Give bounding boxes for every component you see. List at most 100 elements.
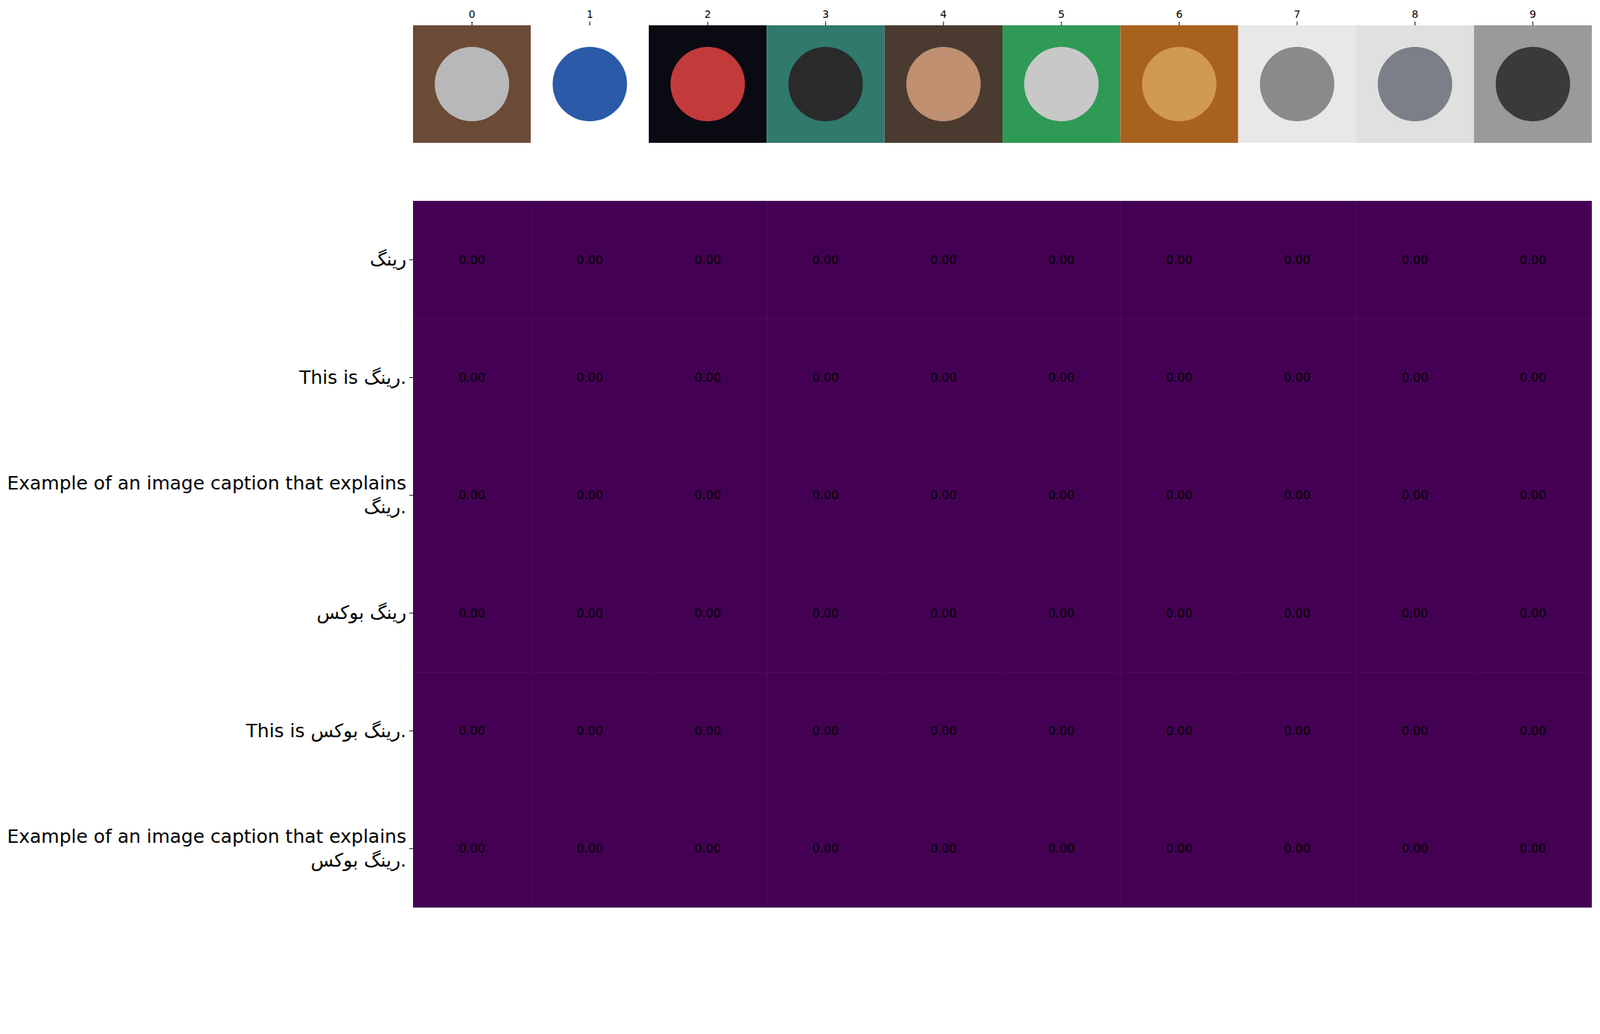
image-placeholder-shape <box>1259 46 1335 122</box>
cell <box>648 554 768 673</box>
y-tick <box>409 494 414 496</box>
cell <box>1474 554 1592 673</box>
image-placeholder <box>766 25 885 143</box>
row-label: This is رینگ. <box>0 366 407 390</box>
x-tick <box>825 21 827 26</box>
image-placeholder-shape <box>1024 46 1099 122</box>
cell-label: 0.00 <box>1047 606 1075 621</box>
cell <box>1355 790 1475 908</box>
cell-label: 0.00 <box>1402 724 1429 739</box>
cell <box>648 436 768 556</box>
cell <box>1002 790 1121 908</box>
cell <box>648 790 768 908</box>
cell <box>648 200 768 320</box>
cell-label: 0.00 <box>694 370 722 385</box>
x-tick <box>1178 21 1180 26</box>
y-tick <box>409 259 414 261</box>
cell-label: 0.00 <box>576 253 604 268</box>
cell-label: 0.00 <box>458 606 486 621</box>
cell <box>530 790 649 908</box>
cell <box>1355 554 1475 673</box>
cell-label: 0.00 <box>576 724 604 739</box>
cell <box>530 318 649 437</box>
image-placeholder <box>530 25 649 143</box>
cell-label: 0.00 <box>1283 488 1311 503</box>
cell-label: 0.00 <box>812 488 840 503</box>
cell-label: 0.00 <box>930 488 958 503</box>
cell-label: 0.00 <box>576 488 604 503</box>
cell-label: 0.00 <box>1402 841 1429 856</box>
cell <box>884 672 1004 791</box>
image-placeholder-shape <box>788 46 863 122</box>
cell-label: 0.00 <box>1166 253 1193 268</box>
cell <box>1355 200 1475 320</box>
y-tick <box>409 730 414 732</box>
image-placeholder-shape <box>434 46 510 122</box>
cell <box>1238 318 1357 437</box>
x-tick <box>1532 21 1534 26</box>
image-placeholder <box>648 25 767 143</box>
cell <box>766 436 885 556</box>
cell-label: 0.00 <box>1519 724 1547 739</box>
chart-svg: 01234567890.000.000.000.000.000.000.000.… <box>0 0 1600 1034</box>
cell <box>1120 790 1239 908</box>
cell-label: 0.00 <box>1166 841 1193 856</box>
x-tick <box>1061 21 1062 26</box>
cell <box>766 318 885 437</box>
cell <box>648 672 768 791</box>
cell <box>1002 554 1121 673</box>
x-tick-label: 4 <box>939 8 947 21</box>
cell <box>1120 318 1239 437</box>
cell <box>1120 436 1239 556</box>
image-placeholder <box>1238 25 1356 143</box>
cell <box>884 200 1004 320</box>
cell <box>766 790 885 908</box>
cell-label: 0.00 <box>812 606 840 621</box>
cell-label: 0.00 <box>458 724 486 739</box>
cell <box>1355 436 1475 556</box>
image-placeholder <box>1120 25 1238 143</box>
cell-label: 0.00 <box>694 841 722 856</box>
x-tick <box>471 21 473 26</box>
x-tick-label: 1 <box>586 8 594 21</box>
cell-label: 0.00 <box>930 253 958 268</box>
cell <box>530 554 649 673</box>
cell-label: 0.00 <box>458 370 486 385</box>
x-tick <box>589 21 591 26</box>
cell <box>1238 672 1357 791</box>
cell <box>1238 436 1357 556</box>
cell <box>1474 436 1592 556</box>
cell-label: 0.00 <box>1166 606 1193 621</box>
image-placeholder-shape <box>1377 46 1452 122</box>
cell-label: 0.00 <box>1402 253 1429 268</box>
cell <box>413 318 532 437</box>
cell-label: 0.00 <box>930 370 958 385</box>
cell-label: 0.00 <box>1047 724 1075 739</box>
cell <box>413 672 532 791</box>
cell <box>530 200 649 320</box>
chart-root: 01234567890.000.000.000.000.000.000.000.… <box>0 0 1600 1034</box>
x-tick <box>942 21 944 26</box>
cell <box>648 318 768 437</box>
cell-label: 0.00 <box>812 253 840 268</box>
cell-label: 0.00 <box>1283 606 1311 621</box>
cell-label: 0.00 <box>1519 488 1547 503</box>
cell <box>1355 672 1475 791</box>
cell <box>1474 790 1592 908</box>
cell-label: 0.00 <box>1283 253 1311 268</box>
image-placeholder-shape <box>670 46 745 122</box>
image-placeholder-shape <box>552 46 628 122</box>
image-placeholder <box>413 25 531 143</box>
cell <box>884 318 1004 437</box>
x-tick-label: 6 <box>1175 8 1183 21</box>
cell-label: 0.00 <box>576 370 604 385</box>
cell-label: 0.00 <box>1402 606 1429 621</box>
x-tick-label: 3 <box>822 8 830 21</box>
cell <box>530 436 649 556</box>
cell <box>1002 672 1121 791</box>
cell <box>1120 200 1239 320</box>
cell <box>1474 200 1592 320</box>
cell-label: 0.00 <box>1166 488 1193 503</box>
cell <box>1002 200 1121 320</box>
cell-label: 0.00 <box>930 724 958 739</box>
